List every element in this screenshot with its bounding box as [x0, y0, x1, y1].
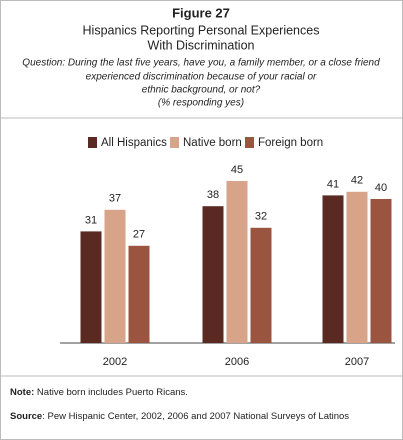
note-text: Native born includes Puerto Ricans. — [37, 387, 188, 398]
bar — [202, 206, 224, 343]
source: Source: Pew Hispanic Center, 2002, 2006 … — [10, 411, 349, 422]
x-tick-label: 2002 — [103, 356, 127, 368]
data-label: 31 — [85, 214, 97, 226]
source-text: : Pew Hispanic Center, 2002, 2006 and 20… — [42, 411, 349, 422]
chart-title: With Discrimination — [148, 38, 255, 52]
question: experienced discrimination because of yo… — [86, 72, 317, 83]
legend-swatch — [170, 137, 179, 148]
question: (% responding yes) — [158, 98, 244, 109]
data-label: 42 — [351, 175, 363, 187]
data-label: 41 — [327, 178, 339, 190]
legend-label: Foreign born — [258, 137, 323, 149]
data-label: 32 — [255, 211, 267, 223]
data-label: 38 — [207, 189, 219, 201]
question: ethnic background, or not? — [142, 85, 261, 96]
bar — [250, 227, 272, 343]
figure-label: Figure 27 — [172, 5, 230, 20]
data-label: 37 — [109, 193, 121, 205]
note: Note: Native born includes Puerto Ricans… — [10, 387, 188, 398]
bar — [80, 231, 102, 343]
x-tick-label: 2006 — [225, 356, 249, 368]
x-tick-label: 2007 — [345, 356, 369, 368]
chart-title: Hispanics Reporting Personal Experiences — [83, 23, 320, 37]
data-label: 40 — [375, 182, 387, 194]
legend-label: All Hispanics — [101, 137, 167, 149]
legend-label: Native born — [183, 137, 242, 149]
bar — [128, 245, 150, 343]
bar — [346, 191, 368, 343]
note-label: Note: — [10, 387, 34, 398]
legend-swatch — [245, 137, 254, 148]
bar — [104, 209, 126, 343]
bar — [226, 181, 248, 343]
data-label: 45 — [231, 164, 243, 176]
question: Question: During the last five years, ha… — [22, 58, 380, 69]
data-label: 27 — [133, 229, 145, 241]
bar — [322, 195, 344, 343]
source-label: Source — [10, 411, 42, 422]
legend-swatch — [88, 137, 97, 148]
bar — [370, 199, 392, 343]
